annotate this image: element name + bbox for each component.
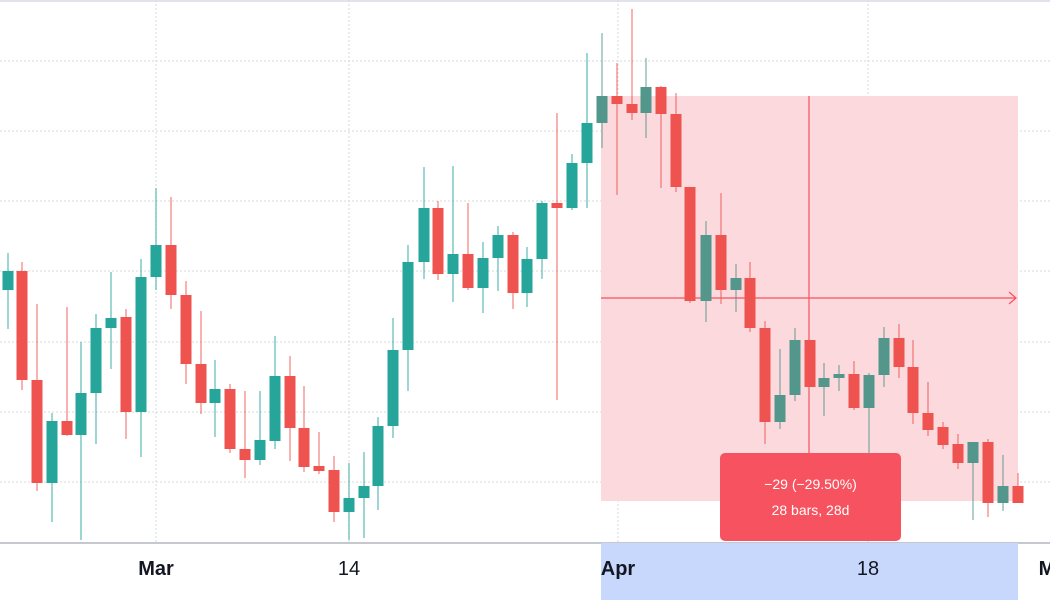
candle <box>893 324 905 378</box>
candle <box>120 309 132 439</box>
candle <box>626 9 638 120</box>
candle <box>922 382 934 436</box>
candle <box>566 154 578 210</box>
candle <box>581 53 593 208</box>
candle <box>462 203 474 290</box>
candle <box>2 253 14 329</box>
candle <box>447 166 459 302</box>
candle <box>937 422 949 449</box>
candle <box>863 373 875 455</box>
candle <box>833 365 845 391</box>
candle <box>507 232 519 309</box>
candle <box>46 413 58 522</box>
candle <box>684 187 696 303</box>
candle <box>224 384 236 453</box>
candle <box>343 463 355 540</box>
candle <box>774 349 786 429</box>
candles <box>2 9 1024 540</box>
time-axis-label: Apr <box>600 558 636 580</box>
candle <box>536 201 548 279</box>
candle <box>952 434 964 469</box>
candle <box>804 340 816 387</box>
candle <box>298 386 310 472</box>
candle <box>596 33 608 148</box>
candle <box>521 247 533 307</box>
candle <box>358 452 370 538</box>
candle <box>372 417 384 510</box>
candle <box>878 327 890 387</box>
candle <box>418 167 430 279</box>
candle <box>477 242 489 313</box>
candle <box>180 281 192 384</box>
candle <box>313 432 325 474</box>
top-border <box>0 0 1050 2</box>
candle <box>31 304 43 491</box>
candle <box>744 262 756 332</box>
candle <box>165 197 177 309</box>
candle <box>848 361 860 410</box>
time-axis-label: Mar <box>138 558 174 580</box>
candle <box>492 226 504 291</box>
candle <box>640 58 652 138</box>
candle <box>328 456 340 522</box>
candle <box>1012 473 1024 503</box>
measure-bars-text: 28 bars, 28d <box>771 502 850 518</box>
candle <box>387 318 399 438</box>
candle <box>402 245 414 391</box>
candle <box>239 391 251 478</box>
candle <box>105 272 117 369</box>
time-axis-label: 14 <box>337 558 361 580</box>
candle <box>135 259 147 457</box>
candle <box>982 439 994 517</box>
candle <box>759 321 771 444</box>
time-axis-label: 18 <box>856 558 880 580</box>
candle <box>195 311 207 414</box>
candle <box>655 86 667 188</box>
candle <box>700 221 712 322</box>
candle <box>150 188 162 290</box>
candle <box>16 262 28 390</box>
candle <box>61 307 73 436</box>
candle <box>254 391 266 465</box>
candle <box>730 264 742 312</box>
candle <box>90 314 102 444</box>
measure-change-text: −29 (−29.50%) <box>764 476 857 492</box>
candle <box>967 442 979 520</box>
candle <box>269 336 281 449</box>
candle <box>551 113 563 400</box>
measure-range-box[interactable] <box>601 96 1018 501</box>
candle <box>818 363 830 416</box>
candle <box>611 63 623 195</box>
time-axis-label: M <box>1038 558 1050 580</box>
candle <box>432 201 444 280</box>
candle <box>670 93 682 192</box>
candle <box>907 340 919 424</box>
candle <box>997 455 1009 511</box>
arrow-head-icon <box>1008 291 1017 305</box>
candle <box>75 342 87 540</box>
candle <box>209 360 221 437</box>
measure-tooltip: −29 (−29.50%) 28 bars, 28d <box>720 453 901 541</box>
candle <box>789 328 801 401</box>
candle <box>284 356 296 461</box>
candle <box>715 193 727 304</box>
time-axis-range-highlight <box>601 543 1018 600</box>
